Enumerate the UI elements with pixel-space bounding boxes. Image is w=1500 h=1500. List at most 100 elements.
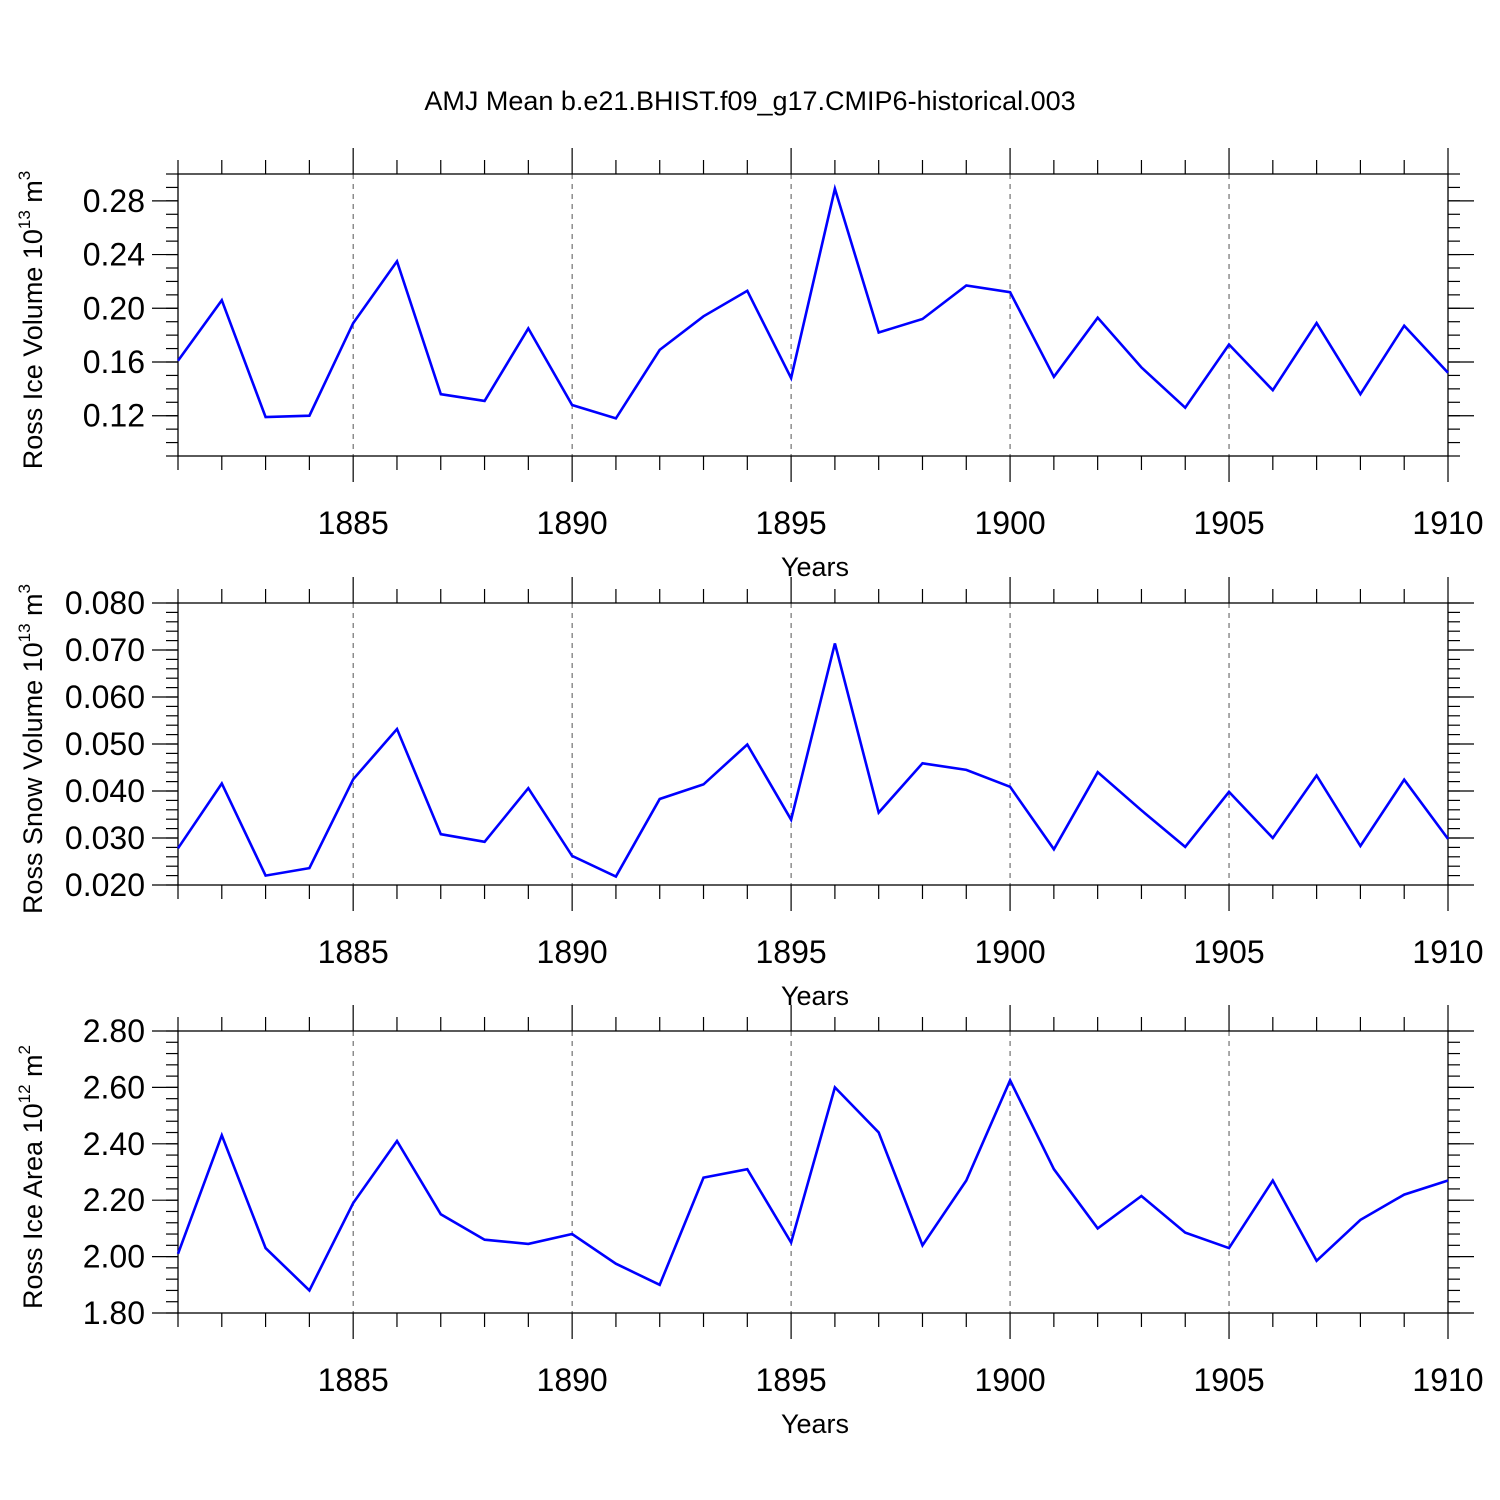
y-tick-label: 2.00 (83, 1239, 145, 1275)
data-point (1316, 1260, 1318, 1262)
data-point (1009, 291, 1011, 293)
y-tick-label: 0.050 (65, 726, 145, 762)
data-point (571, 855, 573, 857)
data-point (1184, 846, 1186, 848)
data-point (440, 393, 442, 395)
data-point (527, 327, 529, 329)
data-point (1316, 774, 1318, 776)
y-tick-label: 0.020 (65, 867, 145, 903)
data-point (396, 260, 398, 262)
x-axis-label: Years (781, 981, 849, 1011)
y-tick-label: 0.060 (65, 679, 145, 715)
data-point (177, 847, 179, 849)
data-point (1359, 1219, 1361, 1221)
data-point (221, 1134, 223, 1136)
x-tick-label: 1885 (318, 505, 389, 541)
x-tick-label: 1895 (756, 1362, 827, 1398)
data-point (746, 1168, 748, 1170)
plot-frame (177, 602, 1449, 886)
data-point (878, 1132, 880, 1134)
y-tick-label: 1.80 (83, 1295, 145, 1331)
data-point (659, 1284, 661, 1286)
data-point (484, 1239, 486, 1241)
x-tick-label: 1905 (1193, 505, 1264, 541)
y-axis-label: Ross Snow Volume 1013 m3 (15, 584, 48, 914)
y-tick-label: 0.20 (83, 290, 145, 326)
data-point (1009, 1079, 1011, 1081)
data-point (1447, 1179, 1449, 1181)
data-point (1359, 393, 1361, 395)
data-point (1009, 786, 1011, 788)
plot-frame (177, 1030, 1449, 1314)
data-point (1272, 1179, 1274, 1181)
data-point (352, 1202, 354, 1204)
figure-title: AMJ Mean b.e21.BHIST.f09_g17.CMIP6-histo… (424, 86, 1075, 116)
data-point (352, 322, 354, 324)
data-point (1228, 1247, 1230, 1249)
data-point (440, 833, 442, 835)
data-point (921, 1244, 923, 1246)
data-point (1403, 325, 1405, 327)
y-tick-label: 0.040 (65, 773, 145, 809)
x-tick-label: 1910 (1412, 934, 1483, 970)
data-point (1316, 322, 1318, 324)
data-point (1403, 779, 1405, 781)
data-point (265, 416, 267, 418)
data-point (352, 778, 354, 780)
data-point (396, 728, 398, 730)
data-point (484, 400, 486, 402)
x-tick-label: 1890 (537, 505, 608, 541)
data-point (571, 404, 573, 406)
data-point (965, 769, 967, 771)
data-point (396, 1140, 398, 1142)
x-tick-label: 1885 (318, 934, 389, 970)
data-point (1228, 791, 1230, 793)
data-point (1184, 1232, 1186, 1234)
y-tick-label: 0.12 (83, 398, 145, 434)
y-tick-label: 0.28 (83, 183, 145, 219)
y-tick-label: 0.24 (83, 237, 145, 273)
data-point (746, 743, 748, 745)
data-point (1053, 848, 1055, 850)
data-point (659, 349, 661, 351)
plot-frame (177, 173, 1449, 457)
data-point (1228, 344, 1230, 346)
data-point (703, 783, 705, 785)
data-point (659, 798, 661, 800)
x-tick-label: 1905 (1193, 934, 1264, 970)
data-point (1447, 838, 1449, 840)
x-axis-label: Years (781, 552, 849, 582)
y-tick-label: 2.80 (83, 1013, 145, 1049)
data-point (308, 415, 310, 417)
data-point (878, 812, 880, 814)
x-tick-label: 1895 (756, 505, 827, 541)
x-tick-label: 1885 (318, 1362, 389, 1398)
data-point (965, 284, 967, 286)
x-tick-label: 1895 (756, 934, 827, 970)
data-point (265, 1247, 267, 1249)
data-point (440, 1213, 442, 1215)
data-point (1053, 376, 1055, 378)
data-point (921, 318, 923, 320)
data-point (834, 188, 836, 190)
data-point (878, 331, 880, 333)
x-tick-label: 1900 (974, 934, 1045, 970)
data-point (1184, 407, 1186, 409)
y-tick-label: 0.030 (65, 820, 145, 856)
y-tick-label: 0.080 (65, 585, 145, 621)
y-axis-label: Ross Ice Volume 1013 m3 (15, 171, 48, 470)
series-line-ross-ice-area (176, 1077, 1449, 1293)
panel-ross-ice-volume: 0.12 0.16 0.20 0.24 0.28 1885 1890 1895 1900 1905… (15, 148, 1484, 582)
data-point (1140, 809, 1142, 811)
data-point (177, 1253, 179, 1255)
data-point (1272, 837, 1274, 839)
x-tick-label: 1890 (537, 934, 608, 970)
data-point (790, 377, 792, 379)
data-point (527, 1243, 529, 1245)
panel-ross-snow-volume: 0.020 0.030 0.040 0.050 0.060 0.070 0.080 1885 1… (15, 577, 1484, 1011)
x-tick-label: 1910 (1412, 505, 1483, 541)
x-tick-label: 1910 (1412, 1362, 1483, 1398)
data-point (1097, 771, 1099, 773)
series-line-ross-ice-volume (176, 183, 1449, 420)
data-point (790, 1242, 792, 1244)
